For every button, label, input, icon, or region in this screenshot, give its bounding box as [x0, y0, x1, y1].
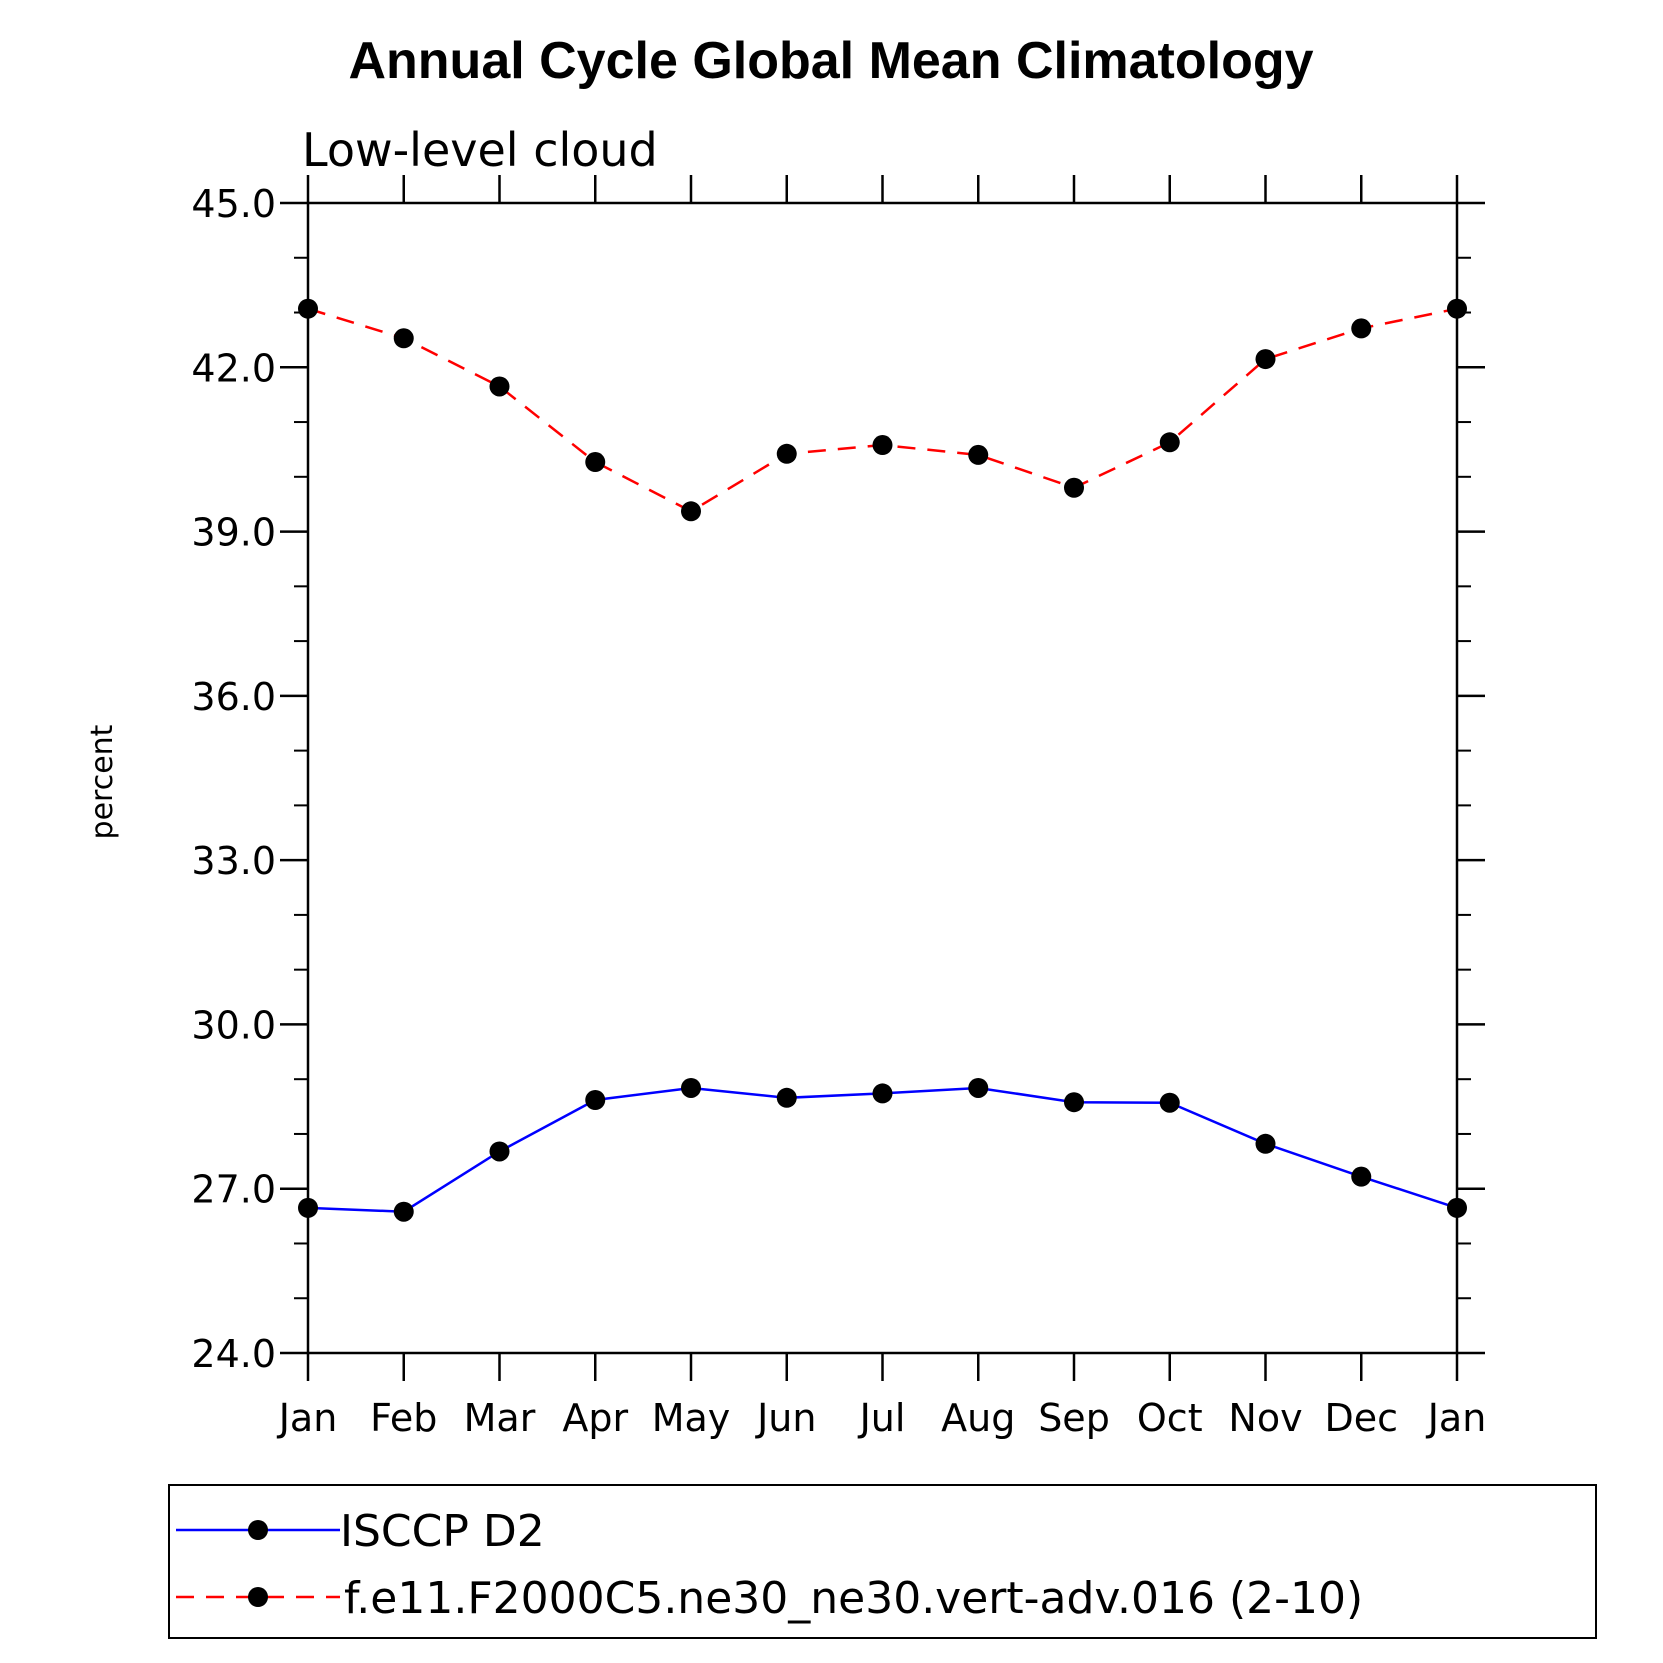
y-axis: 24.0 27.0 30.0 33.0 36.0 39.0 42.0 45.0	[191, 182, 1485, 1376]
data-point-series-0	[1351, 1166, 1372, 1187]
y-tick-label: 42.0	[191, 346, 276, 390]
data-point-series-0	[776, 1087, 797, 1108]
data-point-series-0	[489, 1141, 510, 1162]
series-line-0	[307, 1086, 1458, 1213]
x-axis: Jan Feb Mar Apr May Jun Jul Aug Sep Oct Nov Dec Jan	[277, 175, 1487, 1440]
chart-subtitle: Low-level cloud	[302, 123, 658, 177]
x-tick-label: Oct	[1137, 1396, 1203, 1440]
data-point-series-1	[776, 443, 797, 464]
legend-marker-model	[248, 1587, 268, 1607]
chart-title: Annual Cycle Global Mean Climatology	[348, 32, 1313, 90]
x-tick-label: Sep	[1038, 1396, 1110, 1440]
data-point-series-1	[585, 452, 606, 473]
y-tick-label: 27.0	[191, 1168, 276, 1212]
x-tick-label: May	[652, 1396, 731, 1440]
x-tick-label: Dec	[1324, 1396, 1398, 1440]
data-point-series-0	[1064, 1092, 1084, 1113]
data-point-series-1	[1064, 477, 1084, 498]
data-point-series-0	[968, 1077, 989, 1098]
series-line-1	[307, 307, 1458, 513]
y-axis-label: percent	[85, 724, 120, 839]
data-point-series-1	[681, 501, 701, 522]
data-point-series-1	[393, 328, 414, 349]
data-point-series-1	[1255, 349, 1276, 370]
x-tick-label: Jun	[755, 1396, 816, 1440]
data-point-series-0	[585, 1090, 606, 1110]
data-point-series-0	[393, 1201, 414, 1222]
y-tick-label: 33.0	[191, 839, 276, 883]
x-tick-label: Aug	[941, 1396, 1015, 1440]
data-point-series-1	[1351, 318, 1372, 339]
legend-label-model: f.e11.F2000C5.ne30_ne30.vert-adv.016 (2-…	[344, 1573, 1363, 1624]
y-tick-label: 24.0	[191, 1332, 276, 1376]
data-point-series-1	[968, 444, 989, 465]
y-tick-label: 39.0	[191, 511, 276, 555]
data-point-series-1	[872, 435, 893, 456]
x-tick-label: Apr	[562, 1396, 628, 1440]
data-point-series-0	[1159, 1092, 1180, 1113]
data-point-series-0	[1447, 1197, 1467, 1218]
series-layer	[298, 298, 1467, 1222]
data-point-series-0	[681, 1077, 701, 1098]
y-tick-label: 45.0	[191, 182, 276, 226]
x-tick-label: Jan	[1426, 1396, 1487, 1440]
data-point-series-0	[1255, 1133, 1276, 1154]
y-tick-label: 30.0	[191, 1003, 276, 1047]
legend-label-isccp: ISCCP D2	[340, 1506, 545, 1557]
data-point-series-1	[1447, 298, 1467, 319]
x-tick-label: Nov	[1228, 1396, 1302, 1440]
y-tick-label: 36.0	[191, 675, 276, 719]
x-tick-label: Jan	[277, 1396, 338, 1440]
data-point-series-0	[298, 1197, 318, 1218]
data-point-series-1	[1159, 432, 1180, 453]
data-point-series-1	[298, 298, 318, 319]
legend: ISCCP D2 f.e11.F2000C5.ne30_ne30.vert-ad…	[168, 1484, 1597, 1639]
data-point-series-1	[489, 376, 510, 397]
x-tick-label: Mar	[464, 1396, 536, 1440]
x-tick-label: Feb	[370, 1396, 437, 1440]
data-point-series-0	[872, 1083, 893, 1104]
x-tick-label: Jul	[858, 1396, 906, 1440]
legend-box	[168, 1484, 1597, 1639]
legend-marker-isccp	[248, 1520, 268, 1540]
